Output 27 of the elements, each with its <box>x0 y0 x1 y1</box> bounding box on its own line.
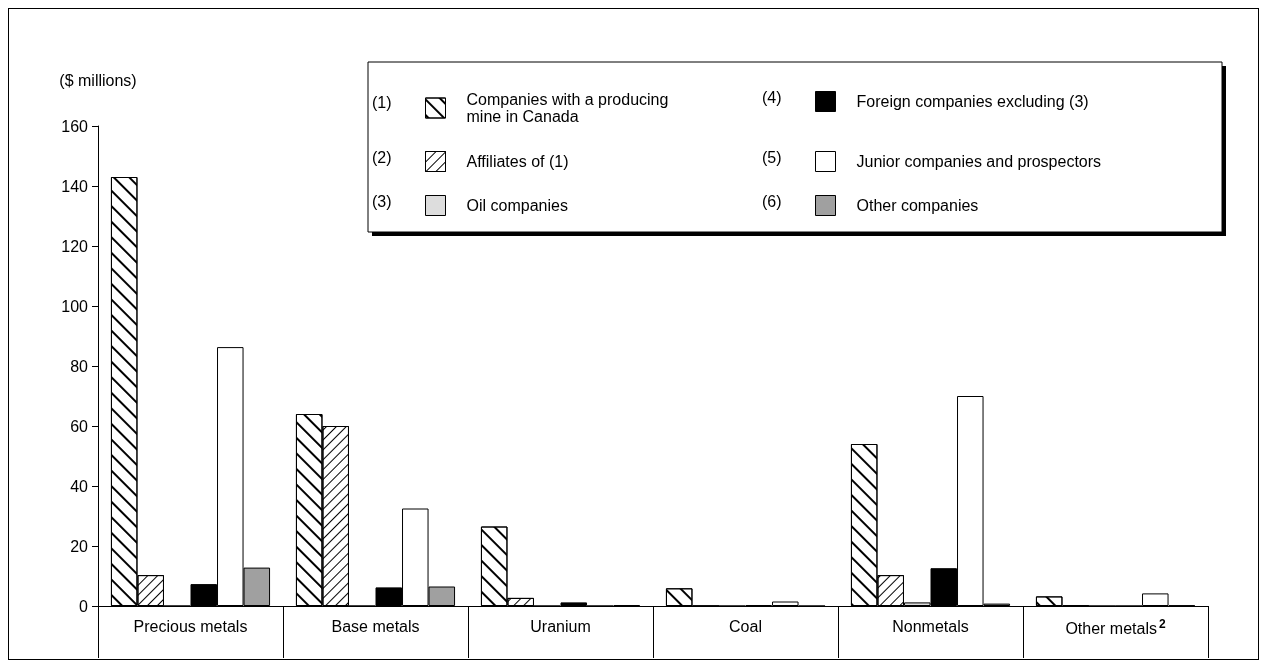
x-tick-label: Nonmetals <box>892 617 969 635</box>
x-tick-label: Precious metals <box>133 617 248 635</box>
legend-label: Junior companies and prospectors <box>856 153 1102 170</box>
legend-label: Foreign companies excluding (3) <box>856 93 1089 110</box>
y-tick-label: 60 <box>70 417 89 435</box>
y-tick-label: 0 <box>79 597 89 615</box>
text: (4) <box>762 88 782 106</box>
legend-label: Oil companies <box>466 197 568 214</box>
text: (1) <box>372 93 392 111</box>
annotation: (3) <box>372 192 392 210</box>
x-tick-label: Uranium <box>530 617 591 635</box>
annotation: (5) <box>762 148 782 166</box>
y-tick-label: 160 <box>61 117 89 135</box>
y-tick-label: 40 <box>70 477 89 495</box>
y-tick-label: 100 <box>61 297 89 315</box>
y-tick-label: 20 <box>70 537 89 555</box>
legend-label: Other companies <box>856 197 979 214</box>
y-tick-label: 140 <box>61 177 89 195</box>
y-axis-title: ($ millions) <box>59 71 137 89</box>
annotation: (6) <box>762 192 782 210</box>
legend-label: Affiliates of (1) <box>466 153 569 170</box>
y-tick-label: 120 <box>61 237 89 255</box>
legend-label: Companies with a producing mine in Canada <box>466 91 673 125</box>
annotation: (2) <box>372 148 392 166</box>
x-tick-label: Coal <box>729 617 762 635</box>
x-tick-label: Base metals <box>331 617 420 635</box>
y-tick-label: 80 <box>70 357 89 375</box>
